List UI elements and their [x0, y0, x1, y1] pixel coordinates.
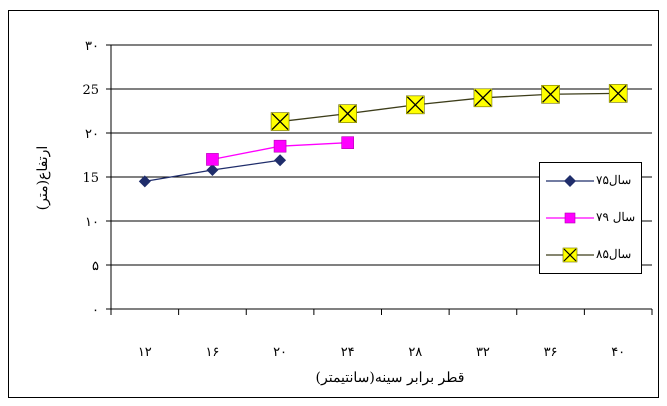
y-axis-title: ارتفاع(متر) [35, 146, 51, 211]
point-x2-2-2 [406, 96, 424, 114]
point-0-2 [274, 154, 287, 167]
series-0 [138, 154, 287, 188]
point-x2-2-4 [542, 85, 560, 103]
x-tick-labels: ۱۲ ۱۶ ۲۰ ۲۴ ۲۸ ۳۲ ۳۶ ۴۰ [138, 345, 625, 360]
y-tick-label-5: ۵ [92, 259, 99, 274]
x-tick-label-40: ۴۰ [611, 345, 625, 360]
point-2-4 [541, 84, 560, 104]
legend-label-79: سال ۷۹ [596, 210, 636, 224]
y-tick-label-0: ۰ [92, 303, 99, 318]
series-1 [206, 136, 354, 166]
y-tick-label-15: 15 [82, 171, 99, 186]
x-tick-label-36: ۳۶ [544, 345, 558, 360]
point-2-0 [270, 112, 290, 131]
x-tick-label-12: ۱۲ [138, 345, 152, 360]
point-x2-2-1 [339, 105, 357, 123]
point-1-2 [341, 136, 354, 149]
y-tick-label-10: ۱۰ [85, 215, 99, 230]
series-group [138, 84, 628, 188]
y-tick-label-25: 25 [82, 83, 99, 98]
point-x2-2-0 [271, 113, 289, 131]
x-axis-title: قطر برابر سینه(سانتیمتر) [316, 370, 465, 386]
y-tick-label-30: ۳۰ [85, 39, 99, 54]
series-2 [270, 84, 628, 131]
legend-entry-85: سال۸۵ [540, 245, 641, 265]
line-chart: ۰ ۵ ۱۰ 15 ۲۰ 25 ۳۰ ۱۲ ۱۶ ۲۰ ۲۴ ۲۸ ۳۲ ۳۶ ۴۰ قطر برابر … [35, 39, 653, 386]
chart-frame: ۰ ۵ ۱۰ 15 ۲۰ 25 ۳۰ ۱۲ ۱۶ ۲۰ ۲۴ ۲۸ ۳۲ ۳۶ ۴۰ قطر برابر … [8, 10, 659, 398]
x-tick-label-16: ۱۶ [205, 345, 219, 360]
point-1-1 [273, 139, 287, 153]
y-tick-label-20: ۲۰ [85, 127, 99, 142]
legend-label-85: سال۸۵ [596, 247, 632, 261]
point-0-1 [206, 163, 219, 176]
x-tick-label-32: ۳۲ [476, 345, 490, 360]
point-2-2 [406, 95, 425, 115]
legend-entry-75: سال۷۵ [540, 171, 641, 191]
point-2-5 [608, 84, 628, 103]
legend-entry-79: سال ۷۹ [540, 208, 641, 228]
point-0-0 [138, 175, 151, 188]
point-x2-2-3 [474, 89, 492, 107]
legend-marker-diamond-icon [546, 175, 594, 187]
y-tick-labels: ۰ ۵ ۱۰ 15 ۲۰ 25 ۳۰ [82, 39, 99, 318]
point-2-1 [338, 104, 357, 123]
point-1-0 [206, 153, 219, 166]
legend: سال۷۵ سال ۷۹ سال۸۵ [539, 162, 642, 274]
x-tick-label-20: ۲۰ [273, 345, 287, 360]
point-x2-2-5 [609, 84, 627, 102]
x-tick-label-24: ۲۴ [341, 345, 355, 360]
x-tick-label-28: ۲۸ [408, 345, 422, 360]
axes [106, 44, 653, 315]
legend-marker-square-icon [546, 212, 594, 224]
legend-marker-x-square-icon [546, 247, 594, 263]
legend-label-75: سال۷۵ [596, 173, 632, 187]
point-2-3 [473, 88, 493, 108]
series-line-2 [279, 92, 619, 123]
